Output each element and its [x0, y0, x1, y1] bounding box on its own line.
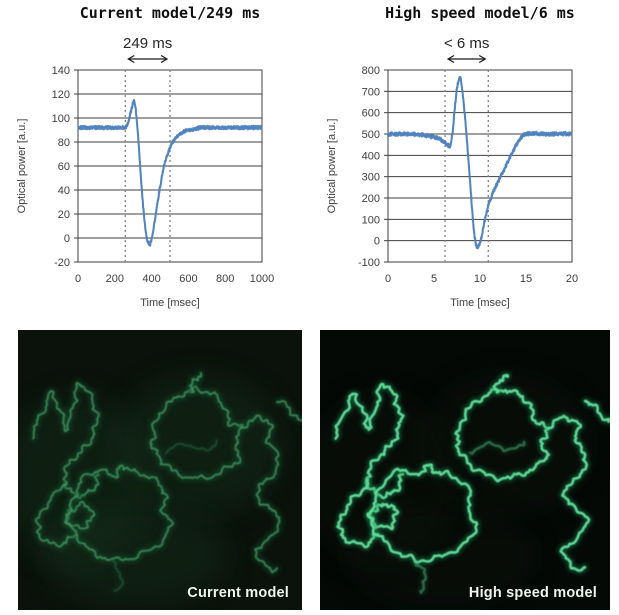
charts-row: 140 120 100 80 60 40 20 0 -20 0 200 400 600 800 1000 Cu…	[0, 0, 619, 318]
membrane-outline	[454, 388, 550, 483]
micro-panel-high-speed-model: High speed model	[320, 330, 610, 610]
y-tick-label: 400	[362, 150, 380, 162]
x-tick-label: 600	[179, 273, 197, 285]
membrane-outline	[149, 385, 244, 480]
membrane-outline	[469, 440, 526, 455]
membrane-outline	[34, 481, 77, 548]
membrane-outline	[64, 464, 174, 561]
micro-image-high-speed-model	[320, 330, 610, 610]
membrane-outline	[492, 373, 510, 394]
x-tick-label: 5	[431, 273, 437, 285]
series-line	[77, 100, 263, 246]
y-tick-label: 300	[362, 172, 380, 184]
arrowhead-right-icon	[478, 54, 487, 64]
x-tick-label: 10	[474, 273, 486, 285]
interval-annotation: < 6 ms	[444, 35, 489, 52]
membrane-outline	[583, 399, 610, 423]
y-tick-label: 100	[362, 214, 380, 226]
arrowhead-left-icon	[127, 54, 135, 64]
micro-label-high-speed-model: High speed model	[468, 585, 597, 601]
series-line	[387, 78, 573, 249]
chart-title: Current model/249 ms	[80, 4, 261, 22]
y-tick-label: 40	[58, 185, 70, 197]
micro-image-current-model	[18, 330, 302, 610]
haze-blob	[420, 375, 590, 515]
membrane-outline	[188, 371, 203, 394]
series-line	[387, 75, 573, 250]
x-axis-label: Time [msec]	[450, 297, 510, 309]
arrowhead-left-icon	[446, 54, 455, 64]
series-line	[77, 99, 263, 247]
x-axis-label: Time [msec]	[140, 297, 200, 309]
x-tick-label: 0	[385, 273, 391, 285]
plot-border	[387, 69, 573, 263]
series-line	[386, 75, 573, 250]
membrane-outline	[164, 439, 218, 455]
membrane-outline	[112, 560, 124, 592]
y-tick-label: 200	[362, 193, 380, 205]
x-tick-label: 20	[566, 273, 578, 285]
y-tick-label: 60	[58, 161, 70, 173]
membrane-outline	[366, 463, 479, 564]
x-tick-label: 15	[520, 273, 532, 285]
x-tick-label: 800	[216, 273, 234, 285]
y-tick-label: 600	[362, 108, 380, 120]
microscopy-row: Current model High speed model	[18, 330, 610, 610]
interval-annotation: 249 ms	[123, 35, 172, 52]
y-axis-label: Optical power [a.u.]	[16, 119, 28, 214]
y-tick-label: -100	[358, 257, 380, 269]
x-tick-label: 400	[142, 273, 160, 285]
membrane-outline	[276, 400, 302, 422]
chart-title: High speed model/6 ms	[385, 4, 575, 22]
y-tick-label: -20	[54, 257, 70, 269]
chart-panel-current-model: 140 120 100 80 60 40 20 0 -20 0 200 400 600 800 1000 Cu…	[0, 0, 310, 318]
y-tick-label: 800	[362, 65, 380, 77]
y-tick-label: 20	[58, 209, 70, 221]
arrowhead-right-icon	[160, 54, 169, 64]
membrane-outline	[336, 478, 380, 549]
x-tick-label: 0	[75, 273, 81, 285]
y-tick-label: 500	[362, 129, 380, 141]
chart-high-speed-model: 800 700 600 500 400 300 200 100 0 -100 0 5 10 15 20 Hig…	[326, 4, 578, 309]
membrane-outline	[239, 414, 281, 574]
y-tick-label: 80	[58, 137, 70, 149]
membrane-outline	[32, 381, 100, 499]
y-tick-label: 0	[374, 236, 380, 248]
chart-panel-high-speed-model: 800 700 600 500 400 300 200 100 0 -100 0 5 10 15 20 Hig…	[310, 0, 619, 318]
x-tick-label: 1000	[250, 273, 274, 285]
y-tick-label: 0	[64, 233, 70, 245]
micro-label-current-model: Current model	[187, 585, 289, 601]
x-tick-label: 200	[106, 273, 124, 285]
y-tick-label: 700	[362, 86, 380, 98]
y-tick-label: 120	[52, 89, 70, 101]
membrane-outline	[413, 561, 428, 594]
y-tick-label: 100	[52, 113, 70, 125]
y-axis-label: Optical power [a.u.]	[326, 119, 338, 214]
micro-panel-current-model: Current model	[18, 330, 302, 610]
membrane-outline	[547, 414, 591, 572]
y-tick-label: 140	[52, 65, 70, 77]
